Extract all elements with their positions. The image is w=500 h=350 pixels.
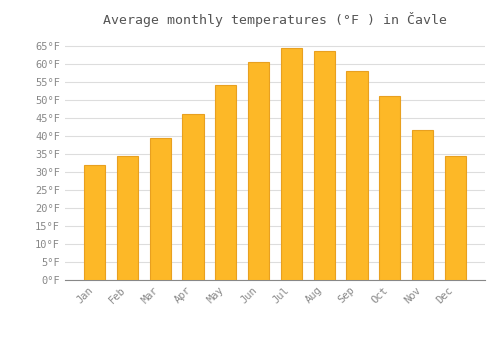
Bar	[379, 96, 400, 280]
Bar	[215, 85, 236, 280]
Title: Average monthly temperatures (°F ) in Čavle: Average monthly temperatures (°F ) in Ča…	[103, 12, 447, 27]
Bar	[150, 138, 171, 280]
Bar	[280, 48, 302, 280]
Bar	[117, 156, 138, 280]
Bar	[412, 131, 433, 280]
Bar	[314, 51, 335, 280]
Bar	[444, 156, 466, 280]
Bar	[84, 165, 106, 280]
Bar	[182, 114, 204, 280]
Bar	[346, 71, 368, 280]
Bar	[248, 62, 270, 280]
